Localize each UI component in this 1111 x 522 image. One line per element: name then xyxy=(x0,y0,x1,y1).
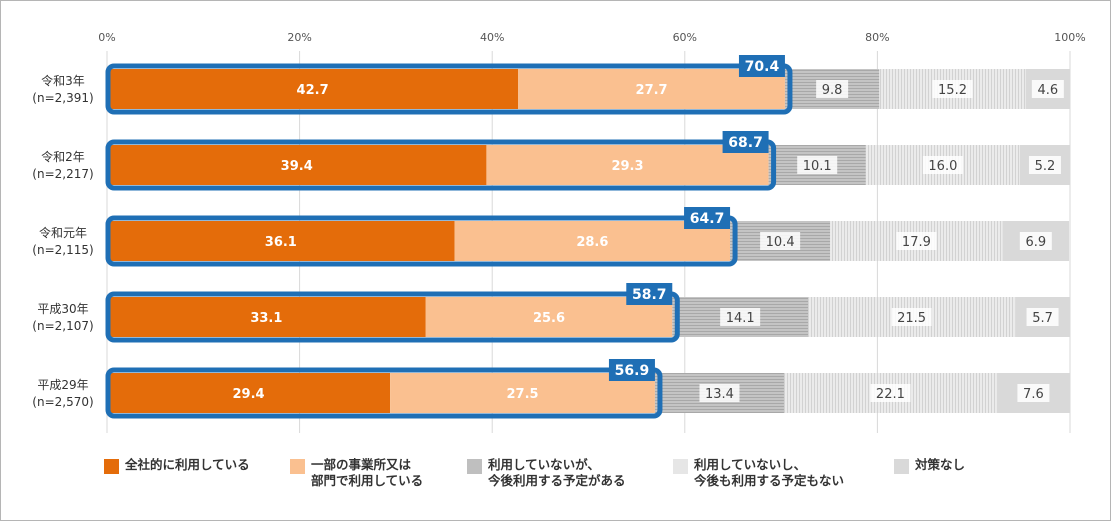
data-label-background xyxy=(797,156,838,174)
data-label: 14.1 xyxy=(726,311,755,326)
category-sample-size: (n=2,115) xyxy=(32,243,93,257)
data-label: 6.9 xyxy=(1025,235,1046,250)
legend-label: 一部の事業所又は 部門で利用している xyxy=(311,457,424,488)
legend-item: 利用していないが、 今後利用する予定がある xyxy=(467,457,626,489)
data-label: 15.2 xyxy=(938,83,967,98)
x-tick-label: 100% xyxy=(1054,31,1085,44)
data-label: 17.9 xyxy=(902,235,931,250)
data-label-background xyxy=(1019,232,1052,250)
x-tick-label: 80% xyxy=(865,31,889,44)
legend-swatch xyxy=(673,459,688,474)
legend-item: 対策なし xyxy=(894,457,965,474)
total-callout-box xyxy=(738,55,785,77)
data-label: 27.5 xyxy=(506,387,538,402)
category-label: 令和3年 xyxy=(41,73,85,88)
data-label-background xyxy=(922,156,963,174)
data-label-background xyxy=(896,232,937,250)
total-callout-value: 70.4 xyxy=(745,59,780,75)
bar-segment xyxy=(107,373,391,413)
data-label: 10.4 xyxy=(766,235,795,250)
data-label: 21.5 xyxy=(897,311,926,326)
data-label: 4.6 xyxy=(1038,83,1059,98)
bar-segment xyxy=(107,221,455,261)
data-label: 27.7 xyxy=(636,83,668,98)
data-label: 39.4 xyxy=(281,159,313,174)
category-label: 平成30年 xyxy=(37,302,88,316)
total-callout-box xyxy=(626,283,673,305)
data-label: 16.0 xyxy=(928,159,957,174)
bar-segment xyxy=(107,145,487,185)
chart-legend: 全社的に利用している 一部の事業所又は 部門で利用している 利用していないが、 今後… xyxy=(1,457,1111,497)
data-label: 13.4 xyxy=(705,387,734,402)
legend-swatch xyxy=(104,459,119,474)
total-outline xyxy=(105,63,793,115)
category-sample-size: (n=2,107) xyxy=(32,319,93,333)
data-label-background xyxy=(816,80,849,98)
x-tick-label: 60% xyxy=(673,31,697,44)
data-label: 10.1 xyxy=(803,159,832,174)
data-label: 5.2 xyxy=(1035,159,1056,174)
data-label-background xyxy=(932,80,973,98)
category-sample-size: (n=2,217) xyxy=(32,167,93,181)
total-callout-box xyxy=(684,207,731,229)
legend-item: 利用していないし、 今後も利用する予定もない xyxy=(673,457,844,489)
data-label-background xyxy=(1026,308,1059,326)
data-label: 29.3 xyxy=(611,159,643,174)
legend-label: 全社的に利用している xyxy=(125,457,250,472)
data-label: 22.1 xyxy=(876,387,905,402)
category-label: 令和元年 xyxy=(39,225,87,240)
data-label-background xyxy=(870,384,911,402)
category-label: 令和2年 xyxy=(41,149,85,164)
data-label-background xyxy=(760,232,801,250)
total-callout-box xyxy=(608,359,655,381)
data-label: 36.1 xyxy=(265,235,297,250)
legend-swatch xyxy=(290,459,305,474)
total-outline xyxy=(105,367,663,419)
category-sample-size: (n=2,391) xyxy=(32,91,93,105)
total-outline xyxy=(105,215,738,267)
data-label-background xyxy=(1031,80,1064,98)
total-callout-value: 56.9 xyxy=(615,363,650,379)
data-label-background xyxy=(720,308,761,326)
total-callout-value: 58.7 xyxy=(632,287,667,303)
total-outline xyxy=(105,291,680,343)
x-tick-label: 20% xyxy=(287,31,311,44)
data-label: 28.6 xyxy=(576,235,608,250)
legend-swatch xyxy=(467,459,482,474)
legend-label: 利用していないし、 今後も利用する予定もない xyxy=(694,457,845,488)
data-label: 7.6 xyxy=(1023,387,1044,402)
legend-item: 一部の事業所又は 部門で利用している xyxy=(290,457,423,489)
data-label: 29.4 xyxy=(233,387,265,402)
x-tick-label: 40% xyxy=(480,31,504,44)
total-outline xyxy=(105,139,777,191)
legend-label: 利用していないが、 今後利用する予定がある xyxy=(488,457,626,488)
legend-swatch xyxy=(894,459,909,474)
x-tick-label: 0% xyxy=(98,31,115,44)
data-label: 42.7 xyxy=(297,83,329,98)
legend-item: 全社的に利用している xyxy=(104,457,250,474)
data-label: 33.1 xyxy=(250,311,282,326)
category-sample-size: (n=2,570) xyxy=(32,395,93,409)
data-label: 5.7 xyxy=(1032,311,1053,326)
data-label-background xyxy=(1017,384,1050,402)
total-callout-value: 68.7 xyxy=(728,135,763,151)
bar-segment xyxy=(486,145,769,185)
total-callout-box xyxy=(722,131,769,153)
data-label: 25.6 xyxy=(533,311,565,326)
legend-label: 対策なし xyxy=(915,457,966,472)
data-label: 9.8 xyxy=(822,83,843,98)
data-label-background xyxy=(1028,156,1061,174)
data-label-background xyxy=(699,384,740,402)
bar-segment xyxy=(107,297,426,337)
total-callout-value: 64.7 xyxy=(690,211,725,227)
data-label-background xyxy=(891,308,932,326)
bar-segment xyxy=(107,69,519,109)
category-label: 平成29年 xyxy=(37,378,88,392)
